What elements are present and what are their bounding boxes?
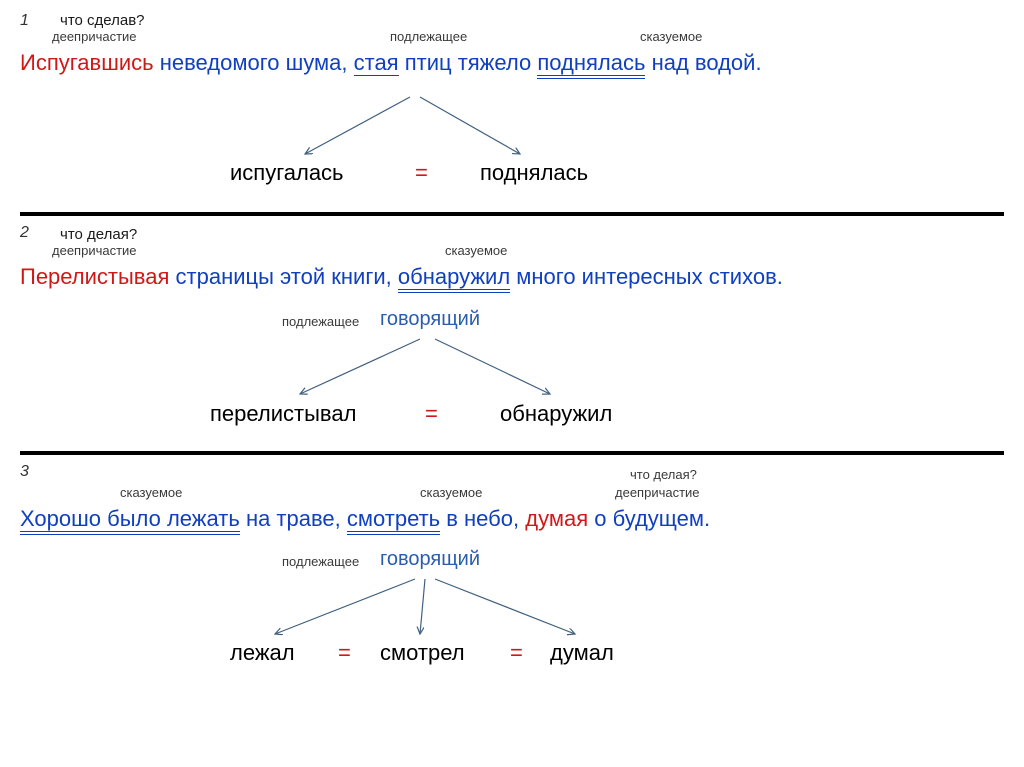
word-predicate: обнаружил xyxy=(398,264,510,289)
word: много интересных стихов. xyxy=(510,264,783,289)
subject-label: подлежащее xyxy=(282,314,359,329)
word-subject: стая xyxy=(354,50,399,76)
arrow-diagram xyxy=(20,334,720,414)
word: о будущем. xyxy=(588,506,710,531)
section-3: 3 что делая? сказуемое сказуемое дееприч… xyxy=(20,455,1004,693)
label-skazuemoe: сказуемое xyxy=(640,29,702,44)
diagram-w2: смотрел xyxy=(380,640,465,666)
label-row: сказуемое сказуемое деепричастие xyxy=(20,485,1004,503)
subject-label: подлежащее xyxy=(282,554,359,569)
word: в небо, xyxy=(440,506,525,531)
diagram: подлежащее говорящий перелистывал = обна… xyxy=(20,306,1004,436)
word: неведомого шума, xyxy=(160,50,354,75)
sentence: Хорошо было лежать на траве, смотреть в … xyxy=(20,505,1004,533)
diagram: испугалась = поднялась xyxy=(20,92,1004,197)
diagram-equals: = xyxy=(510,640,523,666)
word-predicate: смотреть xyxy=(347,506,440,531)
diagram-equals: = xyxy=(415,160,428,186)
sentence: Испугавшись неведомого шума, стая птиц т… xyxy=(20,49,1004,77)
diagram-right: обнаружил xyxy=(500,401,612,427)
label-deeprichastie: деепричастие xyxy=(52,29,137,44)
diagram-left: перелистывал xyxy=(210,401,356,427)
diagram: подлежащее говорящий лежал = смотрел = д… xyxy=(20,548,1004,678)
sentence: Перелистывая страницы этой книги, обнару… xyxy=(20,263,1004,291)
word-gerund: Перелистывая xyxy=(20,264,169,289)
word-gerund: думая xyxy=(525,506,588,531)
label-question: что делая? xyxy=(630,467,697,482)
label-podlezhaschee: подлежащее xyxy=(390,29,467,44)
section-2: 2 что делая? деепричастие сказуемое Пере… xyxy=(20,216,1004,451)
section-number: 2 xyxy=(20,224,29,242)
word-predicate: поднялась xyxy=(537,50,645,75)
word: на траве, xyxy=(246,506,347,531)
section-number: 1 xyxy=(20,12,29,30)
question-text: что делая? xyxy=(60,226,1004,243)
diagram-equals: = xyxy=(338,640,351,666)
label-skazuemoe-2: сказуемое xyxy=(420,485,482,500)
diagram-w3: думал xyxy=(550,640,614,666)
subject-text: говорящий xyxy=(380,548,480,571)
diagram-equals: = xyxy=(425,401,438,427)
word-gerund: Испугавшись xyxy=(20,50,154,75)
word: страницы этой книги, xyxy=(176,264,398,289)
label-skazuemoe: сказуемое xyxy=(445,243,507,258)
diagram-right: поднялась xyxy=(480,160,588,186)
label-skazuemoe-1: сказуемое xyxy=(120,485,182,500)
diagram-left: испугалась xyxy=(230,160,344,186)
subject-text: говорящий xyxy=(380,308,480,331)
word: над водой. xyxy=(645,50,761,75)
word-predicate: Хорошо было лежать xyxy=(20,506,240,531)
label-row: деепричастие сказуемое xyxy=(20,243,1004,261)
arrow-diagram xyxy=(20,574,720,654)
label-row-top: что делая? xyxy=(20,467,1004,485)
diagram-w1: лежал xyxy=(230,640,295,666)
label-deeprichastie: деепричастие xyxy=(615,485,700,500)
word: птиц тяжело xyxy=(399,50,538,75)
section-1: 1 что сделав? деепричастие подлежащее ск… xyxy=(20,12,1004,212)
arrow-diagram xyxy=(20,92,720,172)
label-row: деепричастие подлежащее сказуемое xyxy=(20,29,1004,47)
label-deeprichastie: деепричастие xyxy=(52,243,137,258)
question-text: что сделав? xyxy=(60,12,1004,29)
